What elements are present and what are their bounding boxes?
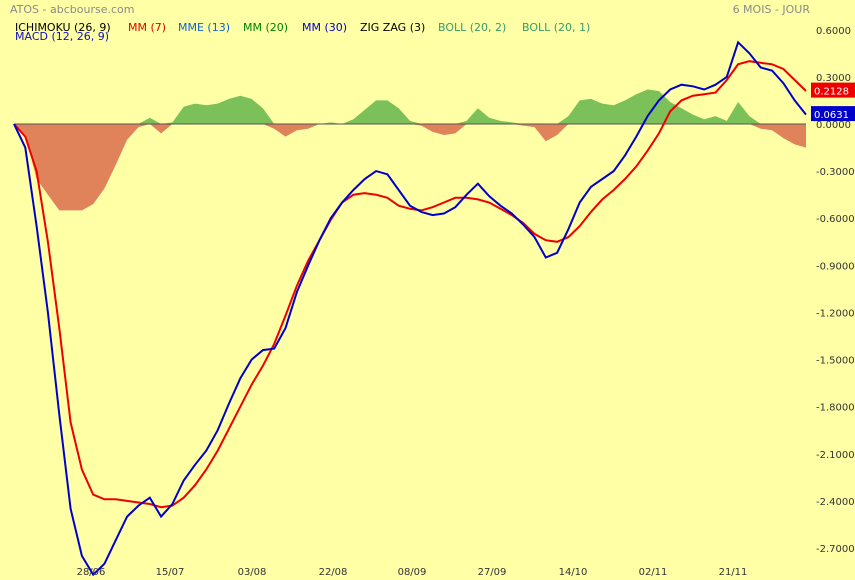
x-tick-label: 21/11 <box>719 567 748 578</box>
x-tick-label: 14/10 <box>559 567 588 578</box>
x-tick-label: 08/09 <box>398 567 427 578</box>
histogram-negative <box>14 124 806 211</box>
y-axis: 0.6000 0.3000 0.0000 -0.3000 -0.6000 -0.9000 -… <box>816 26 855 555</box>
series-line-macd <box>13 40 807 577</box>
y-tick-label: -0.3000 <box>816 167 855 178</box>
y-tick-label: -1.8000 <box>816 403 855 414</box>
macd-last-value-box <box>811 106 855 122</box>
y-tick-label: -1.2000 <box>816 308 855 319</box>
y-tick-label: 0.3000 <box>816 73 851 84</box>
source-label: ATOS - abcbourse.com <box>10 3 134 16</box>
x-tick-label: 28/06 <box>77 567 106 578</box>
y-tick-label: 0.0000 <box>816 120 851 131</box>
y-tick-label: -0.6000 <box>816 214 855 225</box>
x-tick-label: 15/07 <box>156 567 185 578</box>
indicator-boll-20-1[interactable]: BOLL (20, 1) <box>522 21 590 34</box>
y-tick-label: 0.6000 <box>816 26 851 37</box>
histogram-positive <box>14 89 806 124</box>
indicator-legend: ICHIMOKU (26, 9) MM (7) MME (13) MM (20)… <box>15 21 590 34</box>
value-flags: 0.2128 0.0631 <box>811 82 855 122</box>
x-tick-label: 02/11 <box>639 567 668 578</box>
lines-layer <box>13 40 807 577</box>
x-tick-label: 22/08 <box>319 567 348 578</box>
period-label: 6 MOIS - JOUR <box>733 3 811 16</box>
x-tick-label: 03/08 <box>238 567 267 578</box>
y-tick-label: -2.7000 <box>816 544 855 555</box>
indicator-zigzag[interactable]: ZIG ZAG (3) <box>360 21 425 34</box>
indicator-mm20[interactable]: MM (20) <box>243 21 288 34</box>
y-tick-label: -2.1000 <box>816 450 855 461</box>
signal-last-value-text: 0.2128 <box>814 87 849 98</box>
indicator-mm7[interactable]: MM (7) <box>128 21 166 34</box>
x-axis: 28/06 15/07 03/08 22/08 08/09 27/09 14/10 02/11… <box>77 567 748 578</box>
indicator-boll-20-2[interactable]: BOLL (20, 2) <box>438 21 506 34</box>
series-line-signal <box>13 60 807 509</box>
macd-last-value-text: 0.0631 <box>814 110 849 121</box>
y-tick-label: -0.9000 <box>816 261 855 272</box>
y-tick-label: -1.5000 <box>816 356 855 367</box>
indicator-ichimoku[interactable]: ICHIMOKU (26, 9) <box>15 21 111 34</box>
chart-title: MACD (12, 26, 9) <box>15 30 109 43</box>
histogram-layer <box>14 89 806 211</box>
indicator-mm30[interactable]: MM (30) <box>302 21 347 34</box>
x-tick-label: 27/09 <box>478 567 507 578</box>
indicator-mme13[interactable]: MME (13) <box>178 21 230 34</box>
signal-last-value-box <box>811 82 855 98</box>
y-tick-label: -2.4000 <box>816 497 855 508</box>
